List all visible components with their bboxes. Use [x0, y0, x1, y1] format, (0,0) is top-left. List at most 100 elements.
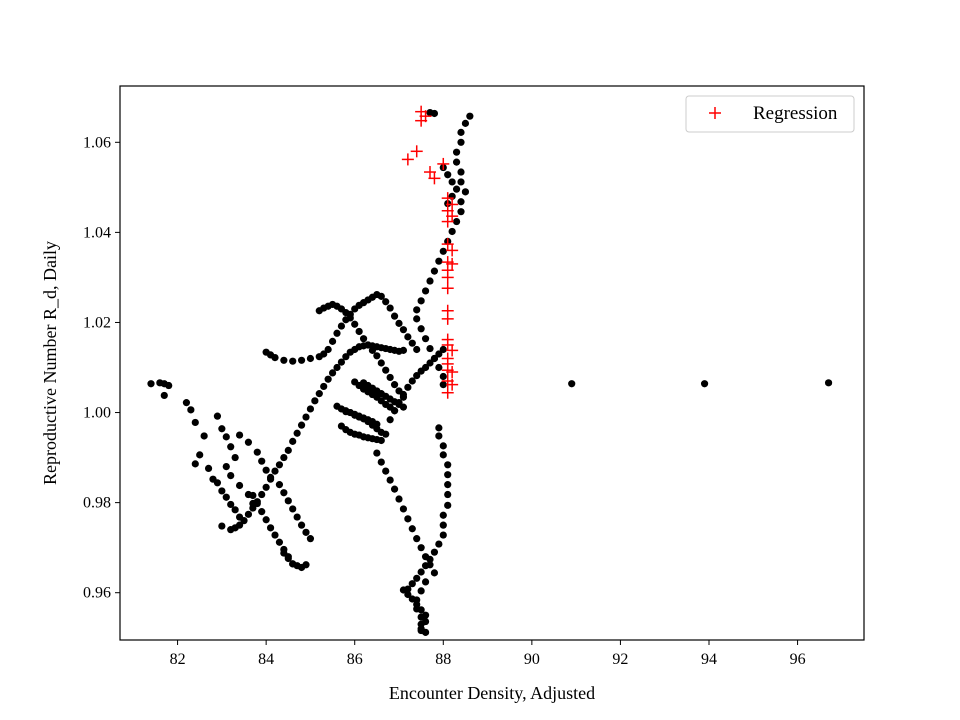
data-point-observed-46 [342, 353, 350, 361]
data-point-regression-6 [428, 172, 441, 185]
data-point-regression-24 [446, 344, 459, 357]
data-point-observed-24 [244, 510, 253, 518]
legend: Regression [685, 95, 855, 133]
data-point-observed-159 [377, 436, 385, 445]
data-point-observed-229 [426, 359, 434, 367]
data-point-observed-267 [452, 185, 461, 193]
data-point-observed-257 [452, 148, 461, 156]
y-tick-label: 1.04 [83, 224, 111, 241]
data-point-observed-206 [430, 548, 439, 556]
data-point-observed-137 [390, 381, 399, 389]
y-tick-label: 1.06 [83, 134, 111, 151]
y-axis-label: Reproductive Number R_d, Daily [40, 241, 60, 485]
x-tick-label: 94 [701, 651, 717, 668]
y-tick-label: 1.02 [83, 314, 111, 331]
x-axis-label: Encounter Density, Adjusted [389, 683, 595, 703]
data-point-observed-247 [439, 247, 447, 255]
data-point-observed-17 [231, 506, 239, 514]
data-point-regression-28 [446, 366, 459, 379]
data-point-observed-27 [258, 490, 266, 499]
data-point-observed-33 [284, 446, 292, 454]
data-point-observed-216 [439, 451, 447, 459]
data-point-observed-225 [408, 377, 416, 385]
data-point-observed-231 [435, 350, 443, 358]
data-point-observed-44 [333, 363, 341, 372]
data-point-observed-69 [289, 505, 297, 513]
data-point-observed-299 [373, 420, 381, 428]
data-point-regression-19 [441, 282, 454, 295]
data-point-observed-83 [227, 443, 235, 451]
data-point-observed-220 [386, 416, 394, 424]
data-point-observed-215 [444, 461, 452, 469]
data-point-observed-130 [359, 335, 368, 343]
legend-label-regression: Regression [753, 103, 838, 124]
data-point-observed-86 [227, 472, 235, 480]
x-axis: 82 84 86 88 90 92 94 96 [170, 640, 806, 668]
data-point-observed-184 [421, 578, 430, 586]
data-point-observed-263 [430, 109, 439, 118]
data-point-observed-171 [377, 458, 385, 466]
data-point-observed-38 [306, 405, 315, 413]
legend-marker-regression [709, 107, 721, 119]
data-point-observed-129 [355, 327, 363, 336]
data-point-observed-192 [417, 625, 425, 633]
data-point-observed-66 [275, 481, 284, 489]
data-point-observed-240 [413, 315, 421, 323]
data-point-observed-127 [346, 314, 354, 322]
data-point-observed-59 [399, 346, 408, 354]
data-point-observed-132 [368, 346, 377, 354]
data-point-observed-255 [457, 168, 465, 176]
data-point-observed-62 [253, 448, 261, 456]
data-point-observed-197 [408, 595, 416, 603]
data-point-observed-31 [275, 461, 284, 469]
data-point-observed-134 [377, 359, 385, 367]
data-point-observed-179 [413, 535, 421, 543]
data-point-observed-239 [417, 325, 425, 333]
data-point-observed-170 [373, 449, 381, 457]
data-point-observed-80 [213, 412, 222, 420]
data-point-observed-43 [328, 369, 337, 377]
data-point-observed-265 [444, 171, 452, 179]
data-point-observed-8 [200, 432, 208, 440]
data-point-observed-289 [399, 403, 408, 411]
data-point-observed-41 [320, 382, 328, 391]
data-point-regression-16 [446, 257, 459, 270]
plot-frame [119, 85, 865, 641]
data-point-observed-174 [390, 485, 399, 493]
data-point-observed-198 [413, 600, 421, 609]
data-point-observed-180 [417, 544, 425, 552]
data-point-observed-175 [395, 495, 403, 503]
data-point-observed-23 [240, 517, 248, 525]
data-point-observed-243 [421, 287, 430, 295]
data-point-observed-0 [147, 380, 155, 388]
data-point-observed-40 [315, 390, 323, 398]
data-point-regression-31 [446, 378, 459, 391]
data-point-observed-217 [439, 442, 447, 450]
data-point-observed-112 [382, 298, 390, 306]
data-point-observed-133 [373, 352, 381, 360]
data-point-observed-126 [342, 308, 350, 317]
y-tick-label: 0.98 [83, 495, 111, 512]
data-point-observed-277 [258, 508, 266, 516]
data-point-observed-136 [386, 373, 394, 382]
data-point-observed-193 [421, 617, 430, 626]
data-point-observed-183 [430, 569, 439, 577]
data-point-observed-221 [390, 407, 399, 415]
data-point-observed-178 [408, 525, 416, 533]
data-point-observed-176 [399, 505, 408, 513]
y-tick-label: 0.96 [83, 585, 111, 602]
data-point-observed-210 [439, 511, 447, 519]
data-point-regression-14 [446, 244, 459, 257]
data-point-observed-119 [413, 345, 421, 354]
x-tick-label: 92 [612, 651, 628, 668]
data-point-observed-251 [457, 208, 465, 216]
data-point-regression-21 [441, 312, 454, 325]
data-point-observed-113 [386, 304, 394, 312]
data-point-observed-60 [235, 431, 244, 439]
data-point-observed-100 [328, 337, 337, 345]
data-point-observed-5 [182, 399, 191, 407]
data-point-observed-135 [382, 366, 390, 374]
data-point-observed-242 [417, 297, 425, 305]
data-point-observed-65 [266, 473, 275, 482]
data-point-observed-84 [231, 453, 239, 462]
